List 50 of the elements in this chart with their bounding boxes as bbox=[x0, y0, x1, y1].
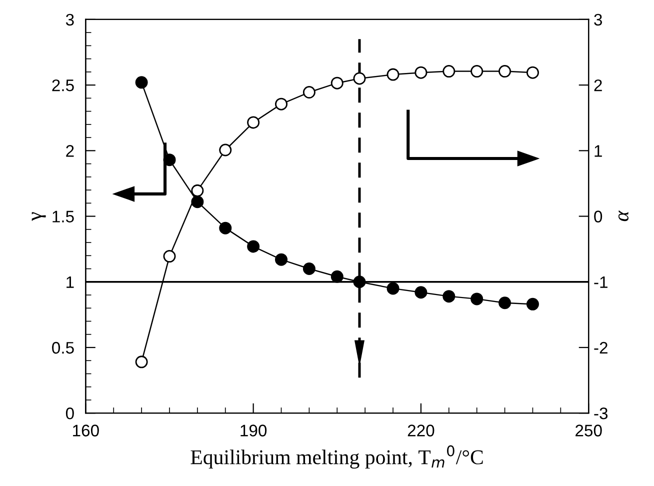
point bbox=[135, 76, 148, 89]
x-tick-label: 220 bbox=[408, 424, 434, 436]
point bbox=[386, 68, 400, 81]
point bbox=[414, 66, 428, 79]
point bbox=[135, 356, 148, 368]
point bbox=[498, 65, 512, 78]
x-tick-label: 160 bbox=[73, 424, 99, 436]
point bbox=[470, 65, 484, 78]
y-tick-label: 1.5 bbox=[52, 210, 74, 222]
point bbox=[442, 65, 456, 78]
y2-tick-label: 1 bbox=[594, 145, 602, 157]
point bbox=[353, 72, 366, 85]
point bbox=[302, 86, 316, 99]
point bbox=[219, 144, 232, 156]
y-tick-label: 3 bbox=[66, 14, 74, 26]
point bbox=[353, 276, 366, 288]
y-tick-label: 2 bbox=[66, 145, 74, 157]
point bbox=[330, 76, 344, 90]
point bbox=[498, 296, 512, 310]
y2-tick-label: -3 bbox=[594, 408, 608, 420]
point bbox=[526, 66, 539, 79]
point bbox=[163, 250, 176, 263]
x-tick-label: 250 bbox=[576, 424, 602, 436]
point bbox=[247, 240, 260, 253]
point bbox=[470, 292, 484, 306]
point bbox=[414, 286, 428, 299]
point bbox=[163, 154, 176, 166]
point bbox=[191, 184, 204, 197]
y2-tick-label: 3 bbox=[594, 14, 602, 26]
point bbox=[275, 253, 288, 266]
y-axis-title: γ bbox=[32, 212, 46, 221]
x-tick-label: 190 bbox=[240, 424, 267, 436]
point bbox=[219, 222, 232, 234]
point bbox=[386, 282, 400, 295]
point bbox=[247, 116, 260, 129]
point bbox=[526, 298, 539, 310]
x-axis-title: Equilibrium melting point, T$_{m}$$^{0}$/°C bbox=[190, 445, 483, 469]
point bbox=[275, 98, 288, 110]
y2-tick-label: 2 bbox=[594, 79, 602, 92]
y-tick-label: 1 bbox=[66, 276, 74, 288]
y-tick-label: 2.5 bbox=[52, 79, 74, 92]
point bbox=[330, 270, 344, 283]
y-tick-label: 0.5 bbox=[52, 342, 74, 354]
y2-tick-label: -1 bbox=[594, 276, 608, 288]
y2-tick-label: -2 bbox=[594, 342, 608, 354]
point bbox=[442, 290, 456, 303]
y2-axis-title: α bbox=[618, 210, 629, 222]
point bbox=[302, 262, 316, 276]
y2-tick-label: 0 bbox=[594, 210, 602, 222]
y-tick-label: 0 bbox=[66, 408, 74, 420]
